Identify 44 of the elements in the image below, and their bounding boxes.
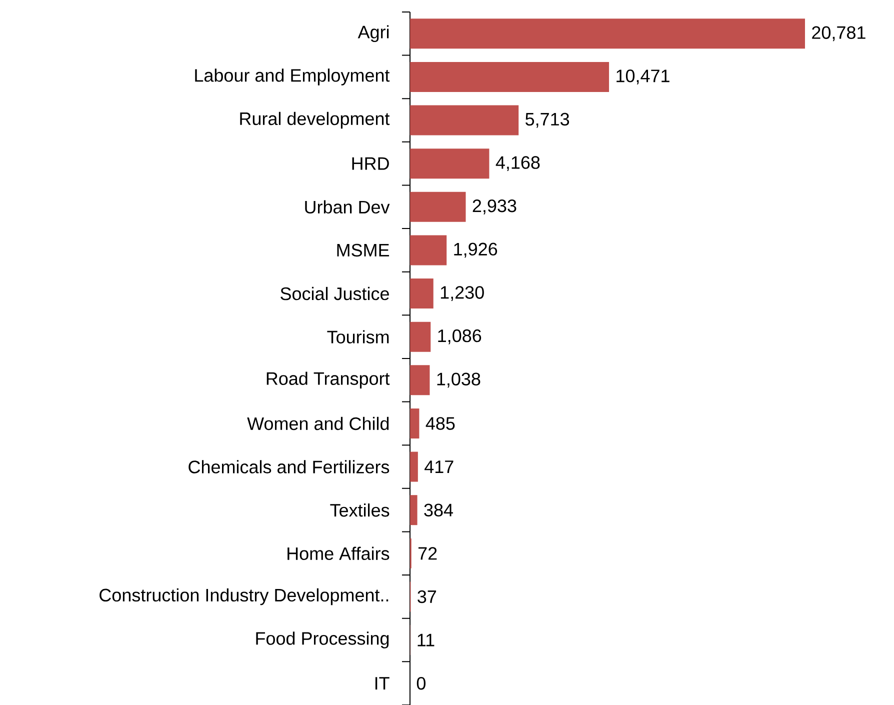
y-tick-label: Chemicals and Fertilizers <box>188 460 390 474</box>
data-label: 0 <box>416 676 426 690</box>
y-tick-label: Tourism <box>327 330 389 344</box>
y-tick-label: Construction Industry Development.. <box>100 588 388 605</box>
data-label: 1,038 <box>437 372 480 388</box>
bar <box>410 452 418 482</box>
y-tick-label: MSME <box>337 244 390 256</box>
data-label: 10,471 <box>616 69 670 84</box>
data-label: 11 <box>418 634 434 646</box>
bar <box>410 322 431 352</box>
bar <box>410 234 447 265</box>
y-tick-label: Labour and Employment <box>195 68 390 86</box>
data-label: 20,781 <box>812 26 866 41</box>
y-tick-label: Home Affairs <box>288 546 390 560</box>
data-label: 384 <box>424 503 453 516</box>
y-tick-label: Rural development <box>240 112 390 128</box>
y-tick-label: Food Processing <box>256 631 389 648</box>
y-tick-label: Women and Child <box>247 416 389 430</box>
y-tick-label: IT <box>375 676 390 690</box>
y-tick-label: HRD <box>352 157 389 170</box>
data-label: 4,168 <box>496 156 540 171</box>
y-tick-label: Road Transport <box>266 372 390 388</box>
bar <box>410 192 466 222</box>
bar <box>410 278 434 308</box>
data-label: 417 <box>424 460 454 473</box>
data-label: 72 <box>418 546 437 560</box>
bar <box>410 62 610 92</box>
data-label: 5,713 <box>526 112 570 128</box>
y-tick-label: Social Justice <box>280 286 389 300</box>
y-tick-label: Agri <box>358 25 389 42</box>
y-tick-label: Textiles <box>330 503 390 516</box>
bar <box>410 408 420 438</box>
data-label: 1,926 <box>454 242 498 258</box>
bar <box>410 148 490 178</box>
data-label: 1,230 <box>440 286 484 301</box>
bar <box>410 494 418 525</box>
data-label: 485 <box>426 416 455 430</box>
bar <box>410 364 430 395</box>
data-label: 1,086 <box>438 329 482 344</box>
data-label: 37 <box>418 590 436 603</box>
data-label: 2,933 <box>472 199 516 214</box>
bar <box>410 105 519 136</box>
bar <box>410 18 805 48</box>
y-tick-label: Urban Dev <box>305 200 390 214</box>
